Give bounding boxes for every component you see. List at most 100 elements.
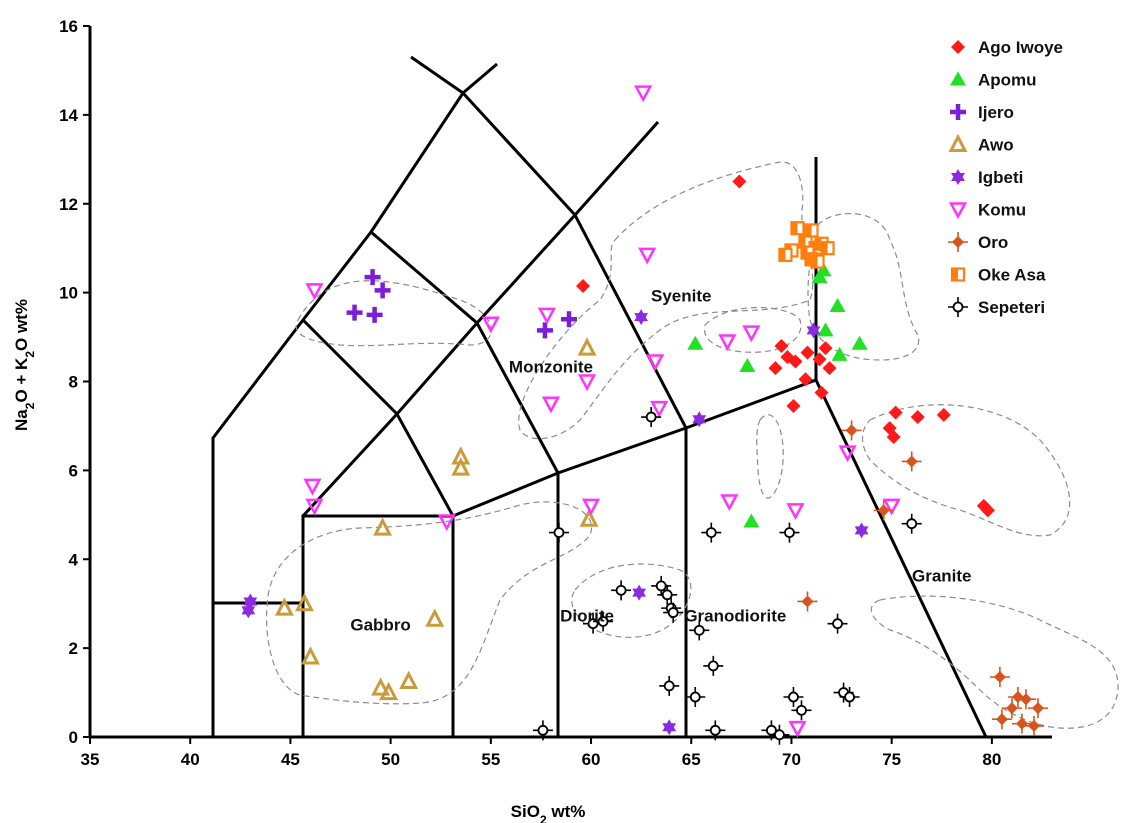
marker-shape: [300, 646, 320, 665]
data-point: [769, 724, 790, 745]
marker-shape: [425, 608, 445, 627]
marker-shape: [831, 346, 848, 361]
data-point: [910, 410, 925, 425]
x-tick-label: 45: [281, 750, 300, 769]
marker-shape: [274, 597, 294, 616]
data-point: [790, 221, 805, 236]
data-point: [632, 584, 647, 601]
data-point: [841, 420, 862, 441]
marker-shape: [882, 498, 901, 516]
data-point: [437, 514, 456, 532]
legend-item-igbeti: Igbeti: [951, 168, 1023, 187]
marker-shape: [662, 719, 677, 736]
data-point: [346, 304, 363, 321]
data-point: [831, 346, 848, 361]
marker-shape: [305, 498, 324, 516]
marker-shape: [743, 513, 760, 528]
marker-shape: [774, 338, 789, 353]
data-point: [705, 720, 726, 741]
legend-item-apomu: Apomu: [950, 71, 1037, 90]
series-ago-iwoye: [576, 174, 995, 518]
x-tick-label: 55: [481, 750, 500, 769]
data-point: [634, 85, 653, 103]
legend-item-sepeteri: Sepeteri: [948, 297, 1045, 317]
data-point: [536, 322, 553, 339]
series-oro: [797, 420, 1048, 736]
marker-shape: [536, 322, 553, 339]
marker-shape: [579, 508, 599, 527]
marker-shape: [303, 478, 322, 496]
data-point: [827, 613, 848, 634]
legend-marker: [948, 202, 968, 220]
marker-fill: [805, 224, 812, 237]
data-point: [788, 354, 803, 369]
field-boundary-8: [301, 318, 455, 517]
marker-shape: [844, 691, 855, 703]
data-point: [379, 681, 399, 701]
marker-shape: [1027, 719, 1040, 732]
marker-shape: [655, 580, 667, 592]
marker-fill: [805, 253, 812, 266]
field-outlines: [211, 55, 988, 738]
marker-shape: [346, 304, 363, 321]
data-point: [778, 247, 793, 262]
marker-shape: [800, 345, 815, 360]
data-point: [1001, 698, 1022, 719]
data-point: [657, 584, 678, 605]
data-point: [820, 241, 835, 256]
field-boundary-2: [301, 514, 455, 737]
legend-marker: [948, 297, 968, 317]
marker-shape: [581, 498, 601, 516]
data-point: [1015, 689, 1036, 710]
y-tick-label: 14: [59, 106, 78, 125]
marker-fill: [799, 235, 806, 248]
data-point: [817, 322, 834, 337]
marker-shape: [806, 322, 821, 339]
data-point: [537, 307, 557, 325]
data-point: [743, 513, 760, 528]
marker-shape: [399, 670, 419, 689]
field-boundary-10: [410, 55, 688, 429]
x-axis-title: SiO2 wt%: [511, 802, 586, 823]
data-point: [701, 522, 722, 543]
legend-label: Apomu: [978, 71, 1037, 90]
legend-item-ijero: Ijero: [950, 103, 1014, 122]
marker-shape: [597, 616, 609, 627]
field-boundary-4: [452, 378, 988, 738]
data-point: [1027, 698, 1048, 719]
data-point: [901, 451, 922, 472]
dashed-field-7: [870, 595, 1119, 729]
data-point: [811, 269, 828, 284]
marker-shape: [638, 247, 657, 265]
y-tick-label: 16: [59, 17, 78, 36]
data-point: [854, 522, 869, 539]
y-tick-label: 4: [69, 550, 79, 569]
data-point: [364, 269, 381, 286]
dashed-field-2: [518, 161, 814, 440]
data-point: [548, 522, 569, 543]
marker-shape: [886, 430, 901, 445]
marker-shape: [950, 71, 966, 86]
data-point: [742, 325, 761, 343]
marker-fill: [779, 248, 786, 261]
data-point: [687, 335, 704, 350]
marker-shape: [818, 341, 833, 356]
dashed-field-8: [571, 563, 692, 638]
marker-shape: [838, 445, 857, 463]
data-point: [786, 503, 805, 521]
x-tick-label: 40: [181, 750, 200, 769]
data-point: [732, 174, 747, 189]
marker-shape: [305, 283, 324, 301]
marker-fill: [821, 242, 828, 255]
marker-shape: [817, 322, 834, 337]
marker-shape: [1031, 702, 1044, 715]
marker-shape: [788, 691, 799, 703]
marker-shape: [646, 354, 665, 372]
marker-shape: [993, 671, 1006, 684]
legend: Ago Iwoye Apomu Ijero Awo Igbeti Komu Oro Oke A…: [948, 38, 1063, 317]
marker-fill: [791, 222, 798, 235]
marker-shape: [732, 174, 747, 189]
legend-item-ago-iwoye: Ago Iwoye: [951, 38, 1063, 57]
marker-shape: [689, 691, 701, 703]
marker-shape: [650, 400, 669, 418]
